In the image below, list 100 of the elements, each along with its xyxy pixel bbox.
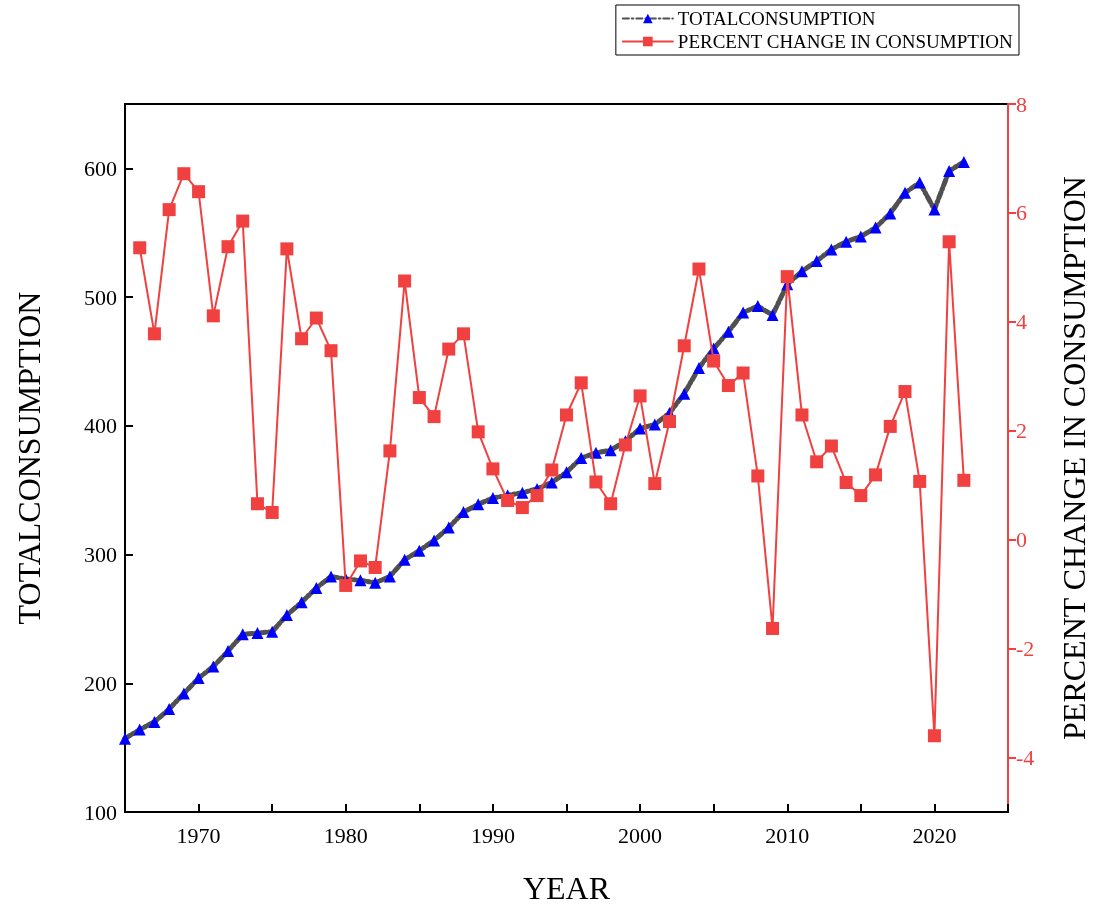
point [795, 265, 808, 278]
point [251, 627, 264, 640]
point [280, 242, 294, 256]
point [162, 203, 176, 217]
y-tick-label: 300 [84, 542, 117, 568]
point [324, 344, 338, 358]
point [854, 489, 868, 503]
point [898, 186, 911, 199]
point [133, 723, 146, 736]
point [957, 473, 971, 487]
point [751, 300, 764, 313]
point [692, 262, 706, 276]
y2-tick-label: 4 [1016, 309, 1027, 335]
point [928, 203, 941, 216]
point [310, 582, 323, 595]
point [236, 214, 250, 228]
point [456, 327, 470, 341]
y-tick-label: 400 [84, 413, 117, 439]
point [369, 576, 382, 589]
y2-tick-label: 6 [1016, 200, 1027, 226]
point [751, 469, 765, 483]
y2-tick-label: 0 [1016, 527, 1027, 553]
point [383, 444, 397, 458]
point [677, 339, 691, 353]
point [560, 466, 573, 479]
point [236, 628, 249, 641]
point [530, 489, 544, 503]
point [265, 505, 279, 519]
point [501, 493, 515, 507]
point [780, 270, 794, 284]
point [309, 311, 323, 325]
point [810, 255, 823, 268]
point [177, 687, 190, 700]
point [883, 419, 897, 433]
point [913, 474, 927, 488]
point [442, 521, 455, 534]
y2-tick-label: 2 [1016, 418, 1027, 444]
point [192, 672, 205, 685]
point [368, 560, 382, 574]
y2-tick-label: -2 [1016, 636, 1035, 662]
point [839, 476, 853, 490]
point [354, 574, 367, 587]
x-tick-label: 1990 [470, 822, 515, 848]
point [604, 497, 618, 511]
point [471, 425, 485, 439]
point [634, 422, 647, 435]
point [913, 176, 926, 189]
point [147, 327, 161, 341]
point [575, 452, 588, 464]
point [383, 570, 396, 583]
point [325, 570, 338, 583]
point [736, 366, 750, 380]
y2-tick-label: 8 [1016, 91, 1027, 117]
point [207, 660, 220, 673]
point [824, 439, 838, 453]
point [148, 715, 161, 728]
point [604, 444, 617, 457]
point [516, 486, 529, 499]
point [560, 408, 573, 422]
point [707, 354, 721, 368]
point [810, 455, 824, 469]
legend-label: PERCENT CHANGE IN CONSUMPTION [677, 31, 1013, 52]
x-tick-label: 2010 [765, 822, 810, 848]
point [192, 185, 206, 199]
point [825, 243, 838, 256]
point [840, 235, 853, 248]
x-tick-label: 1980 [323, 822, 368, 848]
point [457, 506, 470, 519]
point [177, 167, 191, 181]
point [427, 410, 441, 424]
x-tick-label: 2000 [618, 822, 663, 848]
point [163, 703, 176, 716]
point [648, 418, 661, 431]
y2-tick-label: -4 [1016, 745, 1035, 771]
point [884, 207, 897, 220]
point [250, 497, 264, 511]
point [206, 309, 220, 323]
point [486, 491, 499, 504]
point [589, 475, 603, 489]
point [766, 309, 779, 322]
point [339, 578, 353, 592]
point [398, 274, 412, 288]
point [898, 385, 912, 399]
point [295, 332, 309, 346]
point [515, 501, 529, 515]
y-tick-label: 100 [84, 799, 117, 825]
point [721, 379, 735, 393]
point [648, 477, 662, 491]
y2-axis-title: PERCENT CHANGE IN CONSUMPTION [1056, 176, 1092, 740]
point [663, 415, 677, 429]
point [545, 476, 558, 489]
point [428, 534, 441, 547]
point [618, 438, 632, 452]
point [222, 645, 235, 658]
point [766, 621, 780, 635]
x-tick-label: 1970 [176, 822, 221, 848]
point [633, 389, 647, 403]
point [854, 230, 867, 243]
y-tick-label: 600 [84, 155, 117, 181]
point [545, 463, 559, 477]
